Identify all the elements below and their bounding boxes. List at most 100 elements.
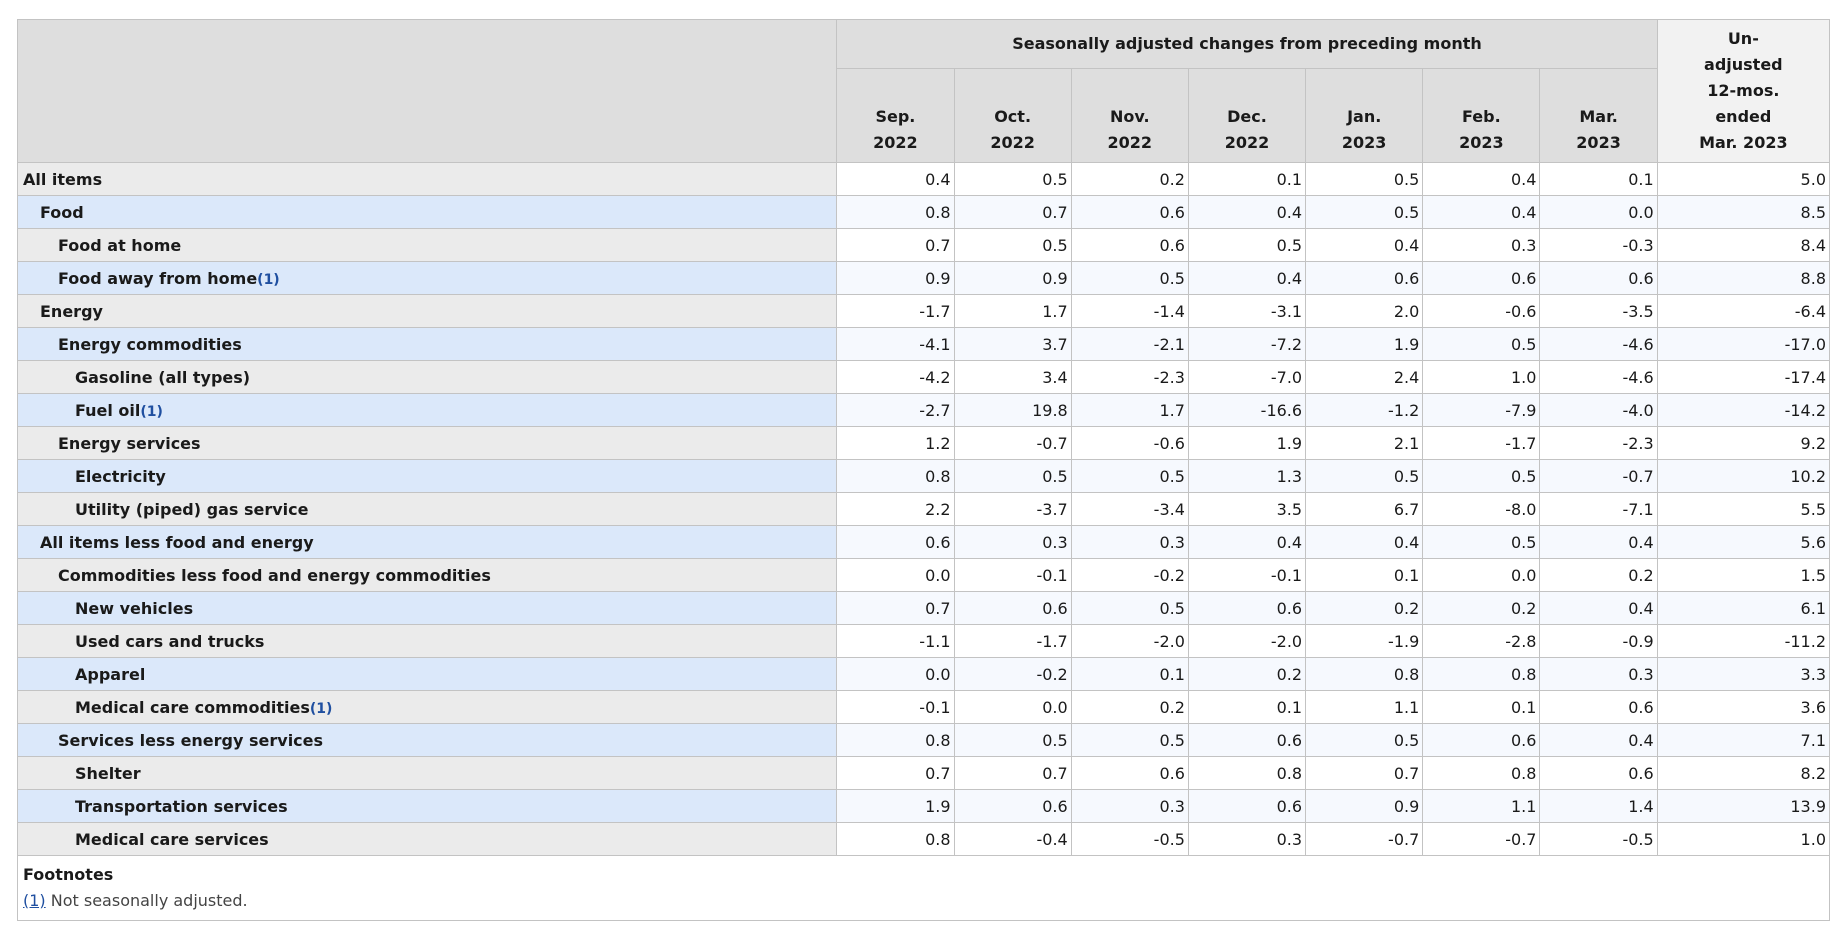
value-cell: 0.6 (1422, 261, 1541, 295)
footnote-link[interactable]: (1) (257, 271, 280, 288)
month-header: Sep. 2022 (836, 68, 955, 163)
value-cell: -0.7 (1539, 459, 1658, 493)
unadjusted-value-cell: 7.1 (1656, 723, 1831, 757)
header-corner (16, 19, 838, 163)
value-cell: -0.5 (1539, 822, 1658, 856)
table-row: Shelter 0.7 0.7 0.6 0.8 0.7 0.8 0.6 8.2 (16, 756, 1831, 790)
table-row: Electricity 0.8 0.5 0.5 1.3 0.5 0.5 -0.7 10.2 (16, 459, 1831, 493)
value-cell: 0.6 (1070, 228, 1189, 262)
row-label: Medical care services (75, 829, 269, 849)
row-label: Fuel oil (75, 400, 141, 420)
value-cell: -0.7 (953, 426, 1072, 460)
value-cell: -1.7 (953, 624, 1072, 658)
value-cell: 0.3 (1070, 525, 1189, 559)
month-header-year: 2022 (990, 133, 1035, 152)
value-cell: 0.2 (1422, 591, 1541, 625)
value-cell: -4.2 (836, 360, 955, 394)
row-label: Services less energy services (58, 730, 324, 750)
value-cell: -0.7 (1305, 822, 1424, 856)
value-cell: 0.0 (1539, 195, 1658, 229)
value-cell: 0.6 (953, 591, 1072, 625)
value-cell: -0.4 (953, 822, 1072, 856)
row-label: Food (40, 202, 84, 222)
value-cell: -0.2 (1070, 558, 1189, 592)
table-row: Used cars and trucks -1.1 -1.7 -2.0 -2.0 -1.9… (16, 624, 1831, 658)
unadjusted-header-line: adjusted (1704, 55, 1783, 74)
unadjusted-value-cell: 8.4 (1656, 228, 1831, 262)
footnotes-title: Footnotes (23, 865, 114, 884)
value-cell: 0.7 (836, 756, 955, 790)
value-cell: -7.2 (1187, 327, 1307, 361)
unadjusted-value-cell: 1.5 (1656, 558, 1831, 592)
row-label-cell: Apparel (16, 657, 838, 691)
row-label: Apparel (75, 664, 146, 684)
row-label-cell: All items less food and energy (16, 525, 838, 559)
value-cell: -3.4 (1070, 492, 1189, 526)
row-label-cell: Fuel oil(1) (16, 393, 838, 427)
unadjusted-header-line: 12-mos. (1707, 81, 1780, 100)
value-cell: -0.2 (953, 657, 1072, 691)
table-row: Commodities less food and energy commodi… (16, 558, 1831, 592)
unadjusted-value-cell: -17.0 (1656, 327, 1831, 361)
value-cell: 1.9 (836, 789, 955, 823)
value-cell: 0.9 (836, 261, 955, 295)
table-row: New vehicles 0.7 0.6 0.5 0.6 0.2 0.2 0.4 6.1 (16, 591, 1831, 625)
value-cell: -7.0 (1187, 360, 1307, 394)
value-cell: 0.4 (1539, 525, 1658, 559)
month-header: Jan. 2023 (1305, 68, 1424, 163)
row-label-cell: Energy (16, 294, 838, 328)
table-row: Gasoline (all types) -4.2 3.4 -2.3 -7.0 2.4 1.… (16, 360, 1831, 394)
value-cell: 0.6 (953, 789, 1072, 823)
row-label-cell: Services less energy services (16, 723, 838, 757)
table-row: Food at home 0.7 0.5 0.6 0.5 0.4 0.3 -0.3 8.4 (16, 228, 1831, 262)
month-header-month: Sep. (875, 107, 916, 126)
unadjusted-value-cell: 3.3 (1656, 657, 1831, 691)
value-cell: -0.7 (1422, 822, 1541, 856)
table-row: Energy commodities -4.1 3.7 -2.1 -7.2 1.9 0.5-… (16, 327, 1831, 361)
value-cell: 2.4 (1305, 360, 1424, 394)
row-label: Medical care commodities (75, 697, 310, 717)
footnote-link[interactable]: (1) (140, 403, 163, 420)
table-body: All items 0.4 0.5 0.2 0.1 0.5 0.4 0.1 5.0 Food 0.8… (16, 162, 1831, 856)
value-cell: -0.5 (1070, 822, 1189, 856)
month-header: Mar. 2023 (1539, 68, 1658, 163)
value-cell: 0.1 (1187, 162, 1307, 196)
value-cell: 0.0 (836, 657, 955, 691)
row-label-cell: Transportation services (16, 789, 838, 823)
value-cell: 1.0 (1422, 360, 1541, 394)
footnote-marker-link[interactable]: (1) (23, 891, 46, 910)
value-cell: 0.5 (1305, 195, 1424, 229)
value-cell: 0.5 (1070, 591, 1189, 625)
value-cell: 0.1 (1422, 690, 1541, 724)
value-cell: 3.7 (953, 327, 1072, 361)
unadjusted-value-cell: -11.2 (1656, 624, 1831, 658)
value-cell: -1.1 (836, 624, 955, 658)
month-header-year: 2023 (1576, 133, 1621, 152)
unadjusted-value-cell: 8.5 (1656, 195, 1831, 229)
value-cell: 0.4 (1422, 162, 1541, 196)
month-header-year: 2023 (1341, 133, 1387, 152)
value-cell: 0.4 (1539, 723, 1658, 757)
value-cell: 0.6 (1422, 723, 1541, 757)
month-header-month: Jan. (1347, 107, 1382, 126)
table-row: Medical care services 0.8 -0.4 -0.5 0.3 -0.7-… (16, 822, 1831, 856)
value-cell: -2.7 (836, 393, 955, 427)
value-cell: 0.2 (1539, 558, 1658, 592)
row-label: All items less food and energy (40, 532, 314, 552)
value-cell: 0.6 (1070, 195, 1189, 229)
value-cell: 0.2 (1070, 690, 1189, 724)
month-header-month: Feb. (1462, 107, 1501, 126)
value-cell: -3.7 (953, 492, 1072, 526)
value-cell: 0.3 (1070, 789, 1189, 823)
value-cell: 0.1 (1539, 162, 1658, 196)
value-cell: 0.5 (1305, 723, 1424, 757)
row-label: Energy (40, 301, 103, 321)
month-header-year: 2023 (1459, 133, 1504, 152)
value-cell: 0.7 (1305, 756, 1424, 790)
month-header: Nov. 2022 (1070, 68, 1189, 163)
value-cell: -4.6 (1539, 360, 1658, 394)
value-cell: 0.6 (1305, 261, 1424, 295)
footnote-link[interactable]: (1) (309, 700, 333, 717)
row-label: Shelter (75, 763, 141, 783)
value-cell: 3.5 (1187, 492, 1307, 526)
